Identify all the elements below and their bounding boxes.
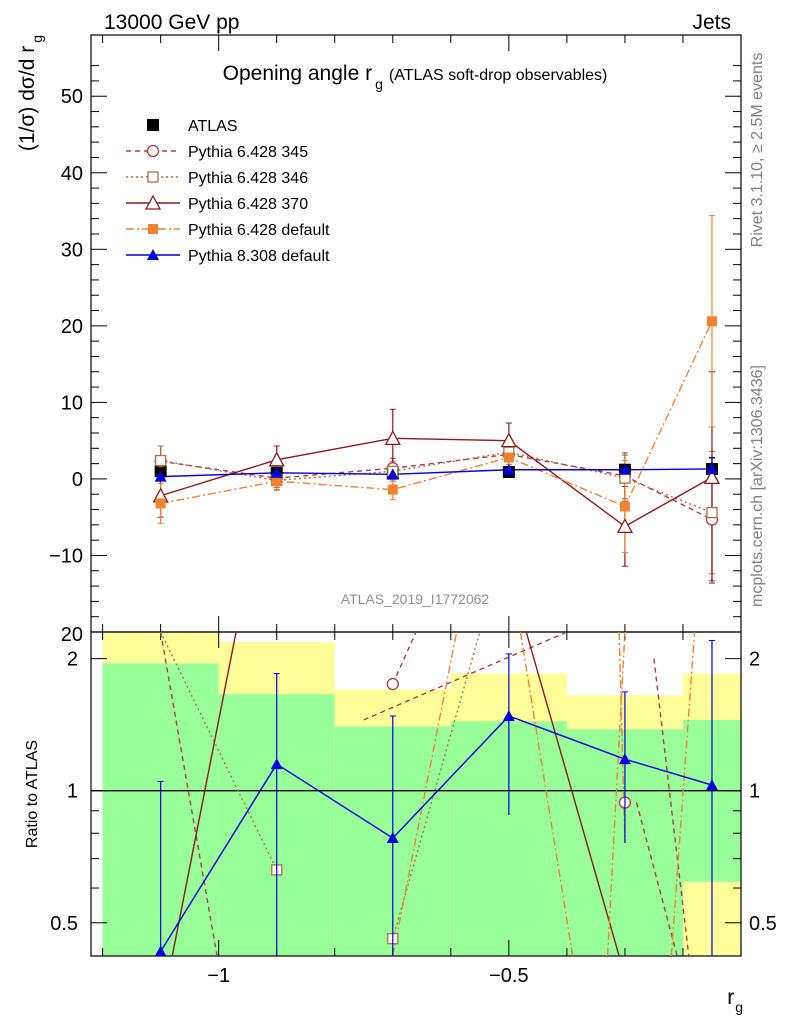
y-axis-label-top-main: (1/σ) dσ/d r [16, 46, 39, 151]
series-1-line [160, 453, 713, 521]
x-axis-label-main: r [727, 986, 734, 1009]
series-4-point [619, 501, 630, 512]
series-4-line [160, 320, 713, 508]
x-tick-label: −0.5 [489, 965, 528, 987]
axes-ticks: −10 0 10 20 30 40 50 20 0.5 0.5 1 1 2 2 −1 −0.5 [49, 35, 777, 987]
series-1-ratio-line [159, 632, 218, 956]
legend-label-0: ATLAS [188, 118, 238, 135]
y-axis-label-bottom: Ratio to ATLAS [24, 740, 41, 848]
series-5-point [154, 470, 167, 482]
plot-title: Opening angle r g (ATLAS soft-drop observa… [223, 62, 608, 92]
series-3-point [268, 451, 285, 467]
plot-title-sub: g [375, 76, 383, 92]
series-3-point [703, 469, 721, 485]
series-5-ratio-point [502, 710, 515, 722]
series-2-ratio-line [160, 632, 278, 871]
y-tick-label-top: −10 [49, 545, 83, 567]
series-3-ratio-line [171, 632, 237, 956]
series-1-ratio-line [363, 632, 568, 721]
legend-marker-5 [147, 249, 159, 260]
analysis-id: ATLAS_2019_I1772062 [341, 591, 490, 607]
x-axis-label-sub: g [735, 999, 743, 1015]
plot-title-main: Opening angle r [223, 62, 372, 85]
legend-marker-0 [147, 119, 159, 131]
series-3-line [160, 437, 713, 528]
series-3-ratio-line [525, 632, 620, 956]
top-panel-data [152, 215, 721, 584]
series-4-ratio-line [618, 632, 626, 844]
y-tick-label-bottom: 1 [67, 781, 78, 803]
series-5-ratio-point [270, 758, 283, 770]
series-4-ratio-line [392, 632, 458, 956]
mcplots-label: mcplots.cern.ch [arXiv:1306.3436] [749, 365, 766, 607]
series-4-point [706, 316, 717, 327]
legend-marker-1 [146, 144, 160, 158]
x-tick-label: −1 [207, 965, 230, 987]
legend-label-3: Pythia 6.428 370 [188, 196, 308, 213]
series-3-point [616, 518, 634, 534]
y-tick-label-bottom-right: 2 [749, 649, 760, 671]
y-tick-label-top: 0 [72, 469, 83, 491]
y-axis-label-top-sub: g [29, 35, 45, 43]
legend-marker-4 [148, 224, 158, 234]
y-tick-label-top-partial: 20 [61, 624, 83, 646]
series-5-ratio-point [154, 945, 167, 956]
series-1-ratio-line [392, 632, 417, 685]
series-4-point [155, 498, 166, 509]
series-4-ratio-line [606, 632, 626, 956]
series-3-point [500, 432, 517, 448]
y-tick-label-top: 20 [61, 316, 83, 338]
series-4-point [387, 484, 398, 495]
y-axis-label-top: (1/σ) dσ/d r g [16, 35, 45, 151]
series-5-ratio-point [618, 753, 631, 765]
y-tick-label-bottom-right: 0.5 [749, 913, 777, 935]
x-axis-label: rg [727, 986, 743, 1015]
series-5-ratio-point [705, 779, 718, 791]
series-1-ratio-line [653, 658, 690, 956]
series-5-point [705, 462, 718, 474]
series-4-point [503, 452, 514, 463]
legend: ATLAS Pythia 6.428 345 Pythia 6.428 346 Pyt… [126, 118, 330, 265]
bottom-panel-data [154, 632, 718, 956]
series-1-ratio-point [386, 677, 399, 691]
y-tick-label-bottom-right: 1 [749, 781, 760, 803]
series-4-point [271, 476, 282, 487]
series-3-point [384, 429, 401, 446]
y-tick-label-bottom: 2 [67, 649, 78, 671]
legend-marker-3 [144, 194, 162, 210]
series-5-point [386, 468, 399, 480]
y-tick-label-top: 10 [61, 392, 83, 414]
y-tick-label-bottom: 0.5 [50, 913, 78, 935]
y-tick-label-top: 50 [61, 86, 83, 108]
series-5-ratio-point [386, 832, 399, 844]
series-2-line [160, 451, 713, 514]
legend-marker-2 [147, 171, 159, 183]
rivet-label: Rivet 3.1.10, ≥ 2.5M events [749, 53, 766, 248]
series-5-line [160, 468, 712, 478]
series-4-ratio-line [670, 632, 696, 956]
series-5-point [502, 463, 515, 475]
process-label: Jets [692, 11, 731, 34]
series-2-point [706, 506, 718, 519]
legend-label-2: Pythia 6.428 346 [188, 170, 308, 187]
energy-label: 13000 GeV pp [104, 11, 239, 34]
series-2-point [154, 454, 167, 467]
series-5-point [270, 466, 283, 478]
y-tick-label-top: 30 [61, 239, 83, 261]
plot-title-extra: (ATLAS soft-drop observables) [389, 67, 607, 84]
y-tick-label-top: 40 [61, 163, 83, 185]
legend-label-1: Pythia 6.428 345 [188, 144, 308, 161]
series-5-point [618, 463, 631, 475]
legend-label-5: Pythia 8.308 default [188, 248, 330, 265]
series-2-ratio-line [392, 632, 481, 939]
legend-label-4: Pythia 6.428 default [188, 222, 330, 239]
series-5-ratio-line [160, 715, 713, 952]
series-4-ratio-line [519, 632, 574, 956]
